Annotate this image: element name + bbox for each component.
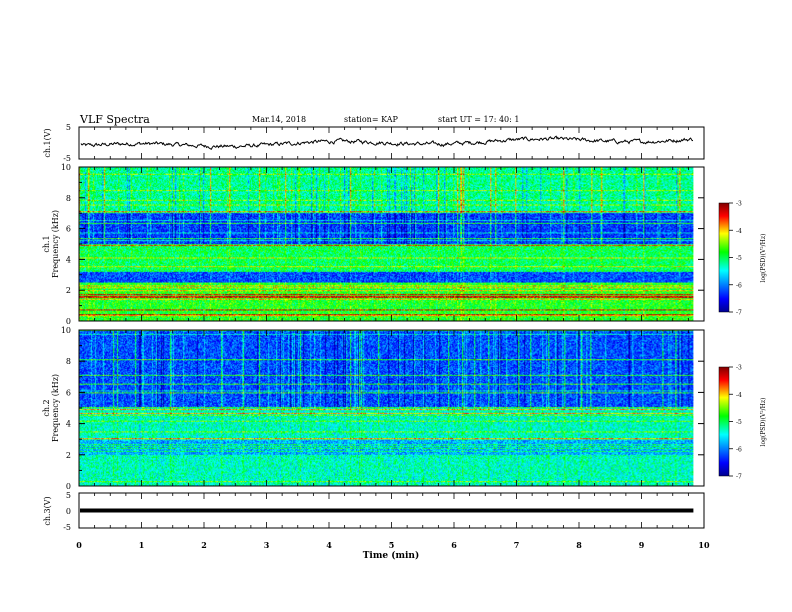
- time-tick-label-1: 1: [139, 540, 145, 550]
- ch1-colorbar-label: log(PSD)(V²/Hz): [760, 234, 767, 283]
- ch1-colorbar-gradient: [719, 203, 729, 312]
- ch2-spectrogram-ylabel-frequency: Frequency (kHz): [51, 374, 60, 442]
- ch1-colorbar: -3 -4 -5 -6 -7 log(PSD)(V²/Hz): [718, 201, 767, 317]
- ch1-spectrogram-ytick-label-0: 0: [66, 317, 71, 326]
- ch1-spectrogram-panel: 0 2 4 6 8 10 ch.1 Frequency (kHz): [42, 163, 705, 326]
- ch3-ylabel: ch.3(V): [43, 496, 52, 525]
- station-label: station= KAP: [344, 115, 399, 124]
- ch2-spectrogram-ylabel-channel: ch.2: [42, 399, 51, 416]
- ch2-spectrogram-ytick-label-4: 8: [66, 357, 71, 366]
- date-label: Mar.14, 2018: [252, 115, 306, 124]
- ch1-colorbar-tick-label-1: -4: [736, 228, 742, 235]
- ch1-ytick-bottom: -5: [63, 154, 71, 163]
- time-tick-label-3: 3: [264, 540, 270, 550]
- ch1-colorbar-tick-label-3: -6: [736, 282, 742, 289]
- time-tick-label-2: 2: [201, 540, 207, 550]
- time-axis-ticks: 0 1 2 3 4 5 6 7 8 9 10: [76, 127, 710, 550]
- ch3-ytick-zero: 0: [66, 507, 71, 516]
- start-time-label: start UT = 17: 40: 1: [438, 115, 519, 124]
- ch1-colorbar-tick-label-2: -5: [736, 255, 742, 262]
- time-tick-label-4: 4: [326, 540, 332, 550]
- ch1-spectrogram-ytick-label-2: 4: [66, 255, 71, 264]
- ch2-spectrogram-ytick-label-3: 6: [66, 388, 71, 397]
- ch1-spectrogram-ylabel-channel: ch.1: [42, 235, 51, 252]
- ch2-colorbar-tick-label-4: -7: [736, 474, 742, 481]
- ch2-colorbar-tick-label-3: -6: [736, 446, 742, 453]
- ch2-spectrogram-ytick-label-0: 0: [66, 482, 71, 491]
- ch3-waveform-panel: 5 0 -5 ch.3(V): [43, 491, 705, 532]
- ch2-colorbar-gradient: [719, 367, 729, 476]
- ch2-colorbar: -3 -4 -5 -6 -7 log(PSD)(V²/Hz): [718, 365, 767, 481]
- ch2-colorbar-tick-label-2: -5: [736, 419, 742, 426]
- ch1-spectrogram-image: [79, 167, 694, 321]
- time-axis-label: Time (min): [363, 550, 420, 561]
- time-tick-label-8: 8: [576, 540, 582, 550]
- ch1-waveform-line: [80, 135, 694, 150]
- time-tick-label-5: 5: [389, 540, 395, 550]
- ch2-spectrogram-ytick-label-1: 2: [66, 451, 71, 460]
- ch2-colorbar-tick-label-0: -3: [736, 365, 742, 372]
- time-tick-label-6: 6: [451, 540, 457, 550]
- ch1-spectrogram-ytick-label-4: 8: [66, 194, 71, 203]
- time-tick-label-10: 10: [698, 540, 710, 550]
- ch2-spectrogram-panel: 0 2 4 6 8 10 ch.2 Frequency (kHz): [42, 326, 705, 491]
- ch3-ytick-top: 5: [66, 491, 71, 500]
- ch1-colorbar-tick-label-4: -7: [736, 310, 742, 317]
- ch1-ylabel: ch.1(V): [43, 128, 52, 157]
- ch2-spectrogram-image: [79, 330, 694, 486]
- ch1-spectrogram-ytick-label-1: 2: [66, 286, 71, 295]
- ch1-colorbar-tick-label-0: -3: [736, 201, 742, 208]
- ch1-waveform-panel: 5 -5 ch.1(V): [43, 123, 705, 163]
- time-tick-label-0: 0: [76, 540, 82, 550]
- time-tick-label-7: 7: [514, 540, 520, 550]
- ch1-spectrogram-ytick-label-3: 6: [66, 225, 71, 234]
- ch2-colorbar-tick-label-1: -4: [736, 392, 742, 399]
- ch1-ytick-top: 5: [66, 123, 71, 132]
- ch1-spectrogram-ytick-label-5: 10: [61, 163, 71, 172]
- ch2-spectrogram-ytick-label-2: 4: [66, 420, 71, 429]
- ch3-ytick-bottom: -5: [63, 523, 71, 532]
- ch1-spectrogram-ylabel-frequency: Frequency (kHz): [51, 210, 60, 278]
- ch2-colorbar-label: log(PSD)(V²/Hz): [760, 398, 767, 447]
- time-tick-label-9: 9: [639, 540, 645, 550]
- ch2-spectrogram-ytick-label-5: 10: [61, 326, 71, 335]
- figure-title: VLF Spectra: [79, 113, 150, 126]
